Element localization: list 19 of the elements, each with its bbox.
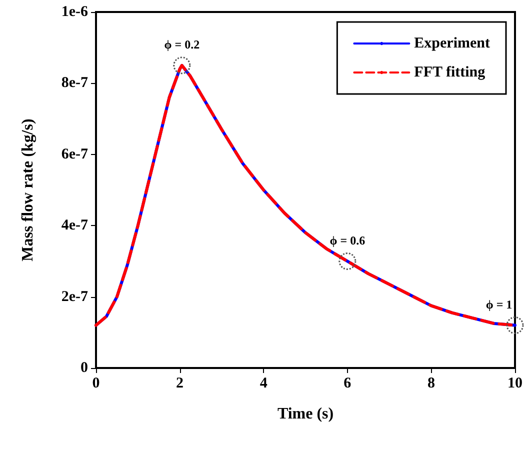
y-tick-label: 6e-7 [61, 146, 88, 162]
annotation: ϕ = 0.6 [330, 233, 366, 248]
y-tick-label: 8e-7 [61, 75, 88, 92]
y-axis-title: Mass flow rate (kg/s) [20, 118, 36, 262]
y-tick-label: 1e-6 [61, 4, 88, 20]
x-tick-label: 2 [176, 376, 184, 392]
annotation: ϕ = 0.2 [164, 38, 200, 52]
y-tick-label: 4e-7 [61, 218, 88, 234]
x-tick-label: 0 [92, 376, 100, 392]
x-tick-label: 8 [427, 376, 435, 392]
y-tick-label: 2e-7 [61, 288, 88, 305]
annotation: ϕ = 1 [486, 298, 512, 312]
x-tick-label: 4 [260, 376, 268, 392]
legend-label: FFT fitting [414, 64, 486, 80]
x-tick-label: 10 [508, 376, 522, 392]
legend-label: Experiment [414, 36, 490, 52]
x-tick-label: 6 [344, 376, 352, 392]
x-axis-title: Time (s) [277, 406, 334, 422]
y-tick-label: 0 [80, 360, 88, 376]
